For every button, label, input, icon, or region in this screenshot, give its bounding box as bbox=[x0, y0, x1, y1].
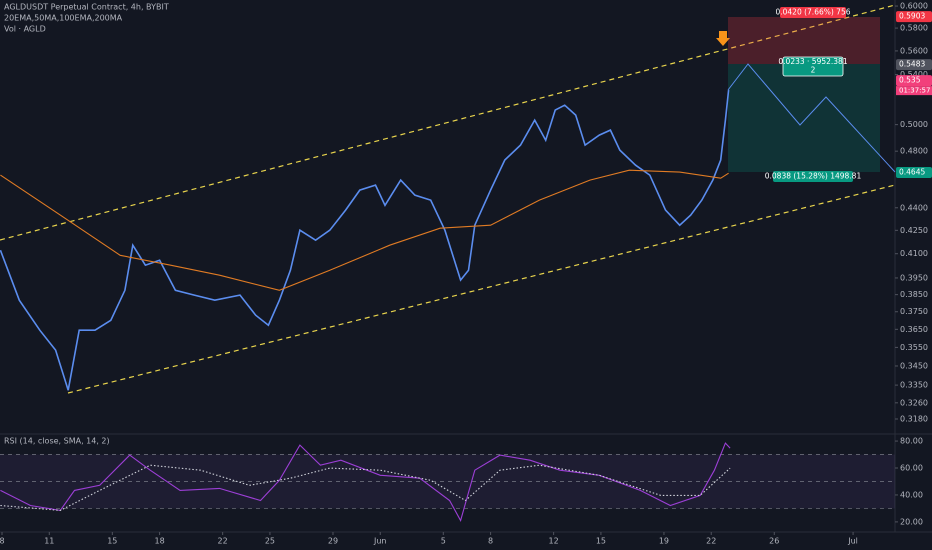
y-tick-label: 60.00 bbox=[900, 464, 923, 473]
y-tick-label: 0.3650 bbox=[900, 325, 928, 334]
arrow bbox=[716, 31, 730, 46]
y-tick-label: 0.4250 bbox=[900, 226, 928, 235]
series-line bbox=[0, 442, 731, 522]
y-tick-label: 0.5400 bbox=[900, 70, 928, 79]
mid-sub: 2 bbox=[811, 66, 816, 75]
stop-badge bbox=[780, 7, 846, 18]
y-tick-label: 0.3450 bbox=[900, 361, 928, 370]
y-tick-label: 0.3750 bbox=[900, 307, 928, 316]
price-badge bbox=[896, 59, 932, 71]
mid-label: 0.0233 · 5952.381 bbox=[778, 57, 847, 66]
x-tick-label: 18 bbox=[155, 537, 165, 546]
channel-lower bbox=[67, 184, 896, 394]
mid-badge bbox=[782, 56, 844, 77]
x-tick-label: 25 bbox=[265, 537, 275, 546]
price-badge-label: 0.5483 bbox=[899, 60, 925, 69]
target-label: 0.0838 (15.28%) 1498.81 bbox=[765, 172, 862, 181]
countdown: 01:37:57 bbox=[899, 87, 930, 95]
y-tick-label: 0.5600 bbox=[900, 46, 928, 55]
price-badge bbox=[896, 167, 932, 179]
y-tick-label: 20.00 bbox=[900, 517, 923, 526]
x-tick-label: 8 bbox=[488, 537, 493, 546]
channel-upper bbox=[0, 4, 896, 241]
x-tick-label: 29 bbox=[328, 537, 338, 546]
y-tick-label: 0.4800 bbox=[900, 147, 928, 156]
y-tick-label: 0.3850 bbox=[900, 290, 928, 299]
x-tick-label: 19 bbox=[659, 537, 669, 546]
x-tick-label: Jun bbox=[373, 537, 387, 546]
price-badge-label: 0.535 bbox=[899, 76, 921, 85]
x-tick-label: Jul bbox=[847, 537, 858, 546]
y-tick-label: 40.00 bbox=[900, 490, 923, 499]
chart-title: AGLDUSDT Perpetual Contract, 4h, BYBIT bbox=[4, 3, 169, 12]
y-tick-label: 0.3350 bbox=[900, 381, 928, 390]
countdown-badge bbox=[896, 86, 932, 96]
stop-label: 0.0420 (7.66%) 756 bbox=[775, 8, 850, 17]
x-tick-label: 5 bbox=[441, 537, 446, 546]
y-tick-label: 0.3180 bbox=[900, 414, 928, 423]
x-tick-label: 12 bbox=[549, 537, 559, 546]
y-tick-label: 0.5000 bbox=[900, 120, 928, 129]
x-tick-label: 11 bbox=[44, 537, 54, 546]
stop-zone bbox=[728, 17, 880, 64]
y-tick-label: 80.00 bbox=[900, 437, 923, 446]
price-badge bbox=[896, 11, 932, 23]
series-line bbox=[0, 169, 729, 291]
series-line bbox=[0, 90, 730, 391]
x-tick-label: 26 bbox=[769, 537, 779, 546]
target-badge bbox=[773, 171, 853, 182]
x-tick-label: 22 bbox=[218, 537, 228, 546]
y-tick-label: 0.6000 bbox=[900, 2, 928, 11]
target-zone bbox=[728, 64, 880, 172]
projection bbox=[727, 63, 896, 173]
x-tick-label: 15 bbox=[596, 537, 606, 546]
x-tick-label: 15 bbox=[107, 537, 117, 546]
indicators: 20EMA,50MA,100EMA,200MA bbox=[4, 14, 123, 23]
price-badge-label: 0.5903 bbox=[899, 12, 925, 21]
x-tick-label: 8 bbox=[0, 537, 5, 546]
price-badge-label: 0.4645 bbox=[899, 168, 925, 177]
x-tick-label: 22 bbox=[706, 537, 716, 546]
y-tick-label: 0.5800 bbox=[900, 24, 928, 33]
price-badge bbox=[896, 75, 932, 87]
y-tick-label: 0.3550 bbox=[900, 343, 928, 352]
y-tick-label: 0.4400 bbox=[900, 203, 928, 212]
y-tick-label: 0.3950 bbox=[900, 273, 928, 282]
rsi-title: RSI (14, close, SMA, 14, 2) bbox=[4, 437, 110, 446]
y-tick-label: 0.3260 bbox=[900, 398, 928, 407]
series-line bbox=[0, 464, 731, 511]
volume-label: Vol · AGLD bbox=[4, 25, 46, 34]
y-tick-label: 0.4100 bbox=[900, 249, 928, 258]
